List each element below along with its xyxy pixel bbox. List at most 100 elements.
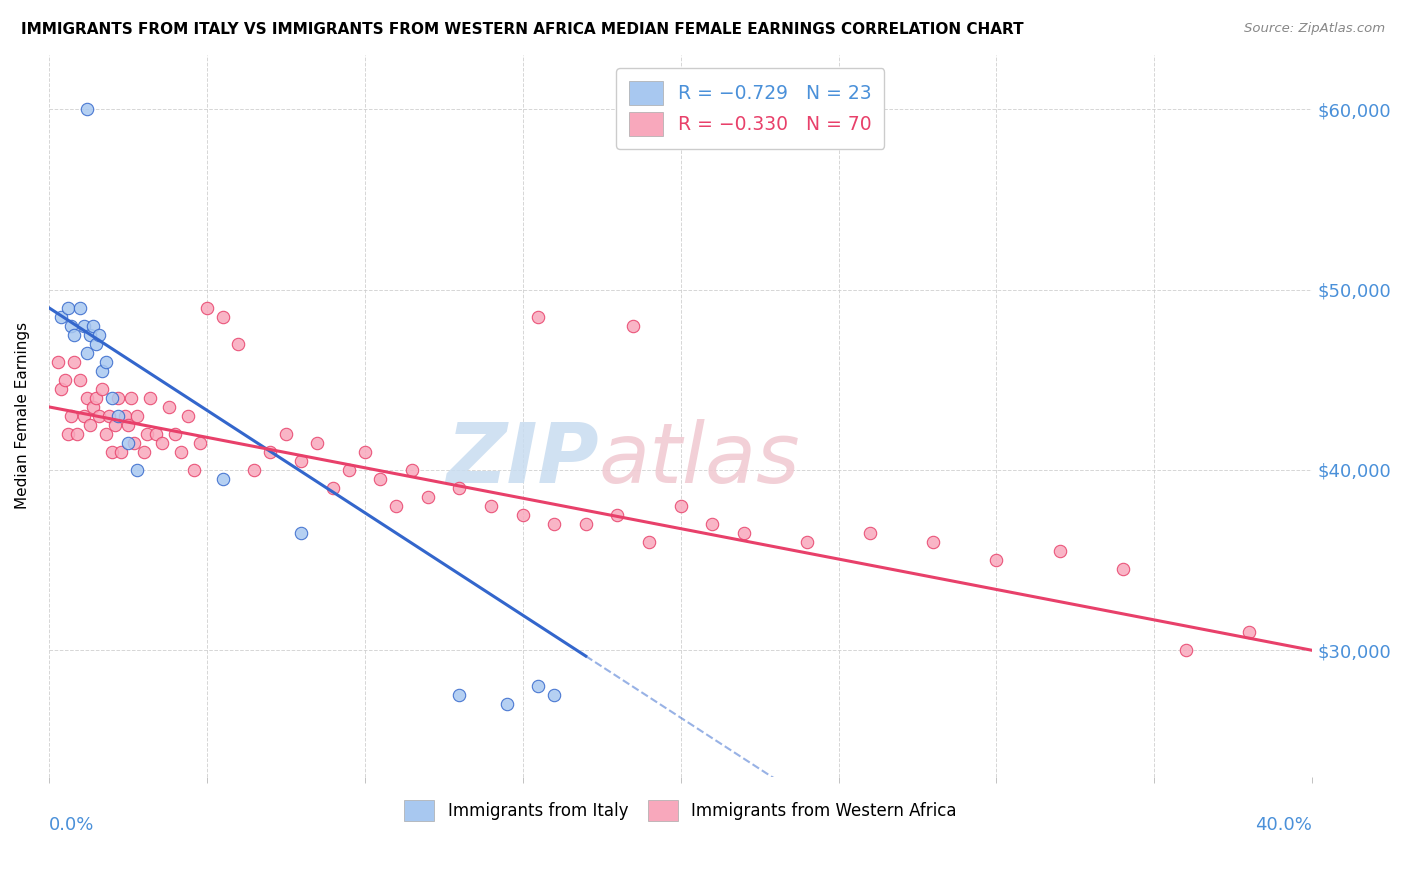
Point	[79, 417, 101, 432]
Text: Source: ZipAtlas.com: Source: ZipAtlas.com	[1244, 22, 1385, 36]
Point	[56, 301, 79, 315]
Point	[82, 318, 104, 333]
Point	[91, 382, 114, 396]
Point	[322, 481, 344, 495]
Point	[101, 445, 124, 459]
Point	[94, 426, 117, 441]
Point	[259, 445, 281, 459]
Point	[157, 400, 180, 414]
Point	[796, 535, 818, 549]
Point	[859, 526, 882, 541]
Point	[72, 409, 94, 423]
Point	[117, 417, 139, 432]
Point	[1175, 643, 1198, 657]
Point	[110, 445, 132, 459]
Legend: Immigrants from Italy, Immigrants from Western Africa: Immigrants from Italy, Immigrants from W…	[396, 791, 966, 830]
Point	[104, 417, 127, 432]
Point	[165, 426, 187, 441]
Point	[46, 355, 69, 369]
Point	[91, 364, 114, 378]
Point	[385, 499, 408, 513]
Point	[449, 481, 471, 495]
Point	[66, 426, 89, 441]
Point	[922, 535, 945, 549]
Point	[170, 445, 193, 459]
Point	[669, 499, 692, 513]
Point	[527, 310, 550, 324]
Point	[211, 310, 233, 324]
Text: 40.0%: 40.0%	[1256, 816, 1312, 834]
Point	[69, 373, 91, 387]
Point	[211, 472, 233, 486]
Point	[84, 336, 107, 351]
Point	[337, 463, 360, 477]
Point	[122, 436, 145, 450]
Point	[226, 336, 249, 351]
Point	[177, 409, 200, 423]
Point	[127, 409, 149, 423]
Point	[733, 526, 755, 541]
Point	[63, 355, 86, 369]
Point	[76, 102, 98, 116]
Point	[638, 535, 661, 549]
Point	[1049, 544, 1071, 558]
Point	[575, 517, 598, 532]
Point	[139, 391, 162, 405]
Point	[621, 318, 644, 333]
Point	[1237, 625, 1260, 640]
Point	[606, 508, 628, 522]
Point	[63, 327, 86, 342]
Point	[69, 301, 91, 315]
Point	[117, 436, 139, 450]
Point	[89, 327, 111, 342]
Point	[274, 426, 297, 441]
Text: 0.0%: 0.0%	[49, 816, 94, 834]
Text: atlas: atlas	[599, 418, 800, 500]
Text: IMMIGRANTS FROM ITALY VS IMMIGRANTS FROM WESTERN AFRICA MEDIAN FEMALE EARNINGS C: IMMIGRANTS FROM ITALY VS IMMIGRANTS FROM…	[21, 22, 1024, 37]
Point	[72, 318, 94, 333]
Point	[107, 391, 129, 405]
Point	[94, 355, 117, 369]
Point	[307, 436, 329, 450]
Point	[190, 436, 212, 450]
Point	[543, 689, 565, 703]
Point	[135, 426, 157, 441]
Point	[290, 526, 312, 541]
Point	[370, 472, 392, 486]
Point	[145, 426, 167, 441]
Point	[183, 463, 205, 477]
Point	[986, 553, 1008, 567]
Point	[132, 445, 155, 459]
Y-axis label: Median Female Earnings: Median Female Earnings	[15, 322, 30, 509]
Point	[51, 310, 73, 324]
Point	[152, 436, 174, 450]
Point	[114, 409, 136, 423]
Point	[59, 409, 82, 423]
Point	[59, 318, 82, 333]
Point	[76, 391, 98, 405]
Point	[84, 391, 107, 405]
Point	[101, 391, 124, 405]
Point	[1112, 562, 1135, 576]
Point	[290, 454, 312, 468]
Point	[89, 409, 111, 423]
Point	[401, 463, 423, 477]
Point	[702, 517, 724, 532]
Text: ZIP: ZIP	[446, 418, 599, 500]
Point	[495, 698, 517, 712]
Point	[79, 327, 101, 342]
Point	[82, 400, 104, 414]
Point	[53, 373, 76, 387]
Point	[512, 508, 534, 522]
Point	[56, 426, 79, 441]
Point	[107, 409, 129, 423]
Point	[543, 517, 565, 532]
Point	[243, 463, 266, 477]
Point	[479, 499, 502, 513]
Point	[76, 345, 98, 359]
Point	[120, 391, 142, 405]
Point	[416, 490, 439, 504]
Point	[195, 301, 218, 315]
Point	[527, 680, 550, 694]
Point	[51, 382, 73, 396]
